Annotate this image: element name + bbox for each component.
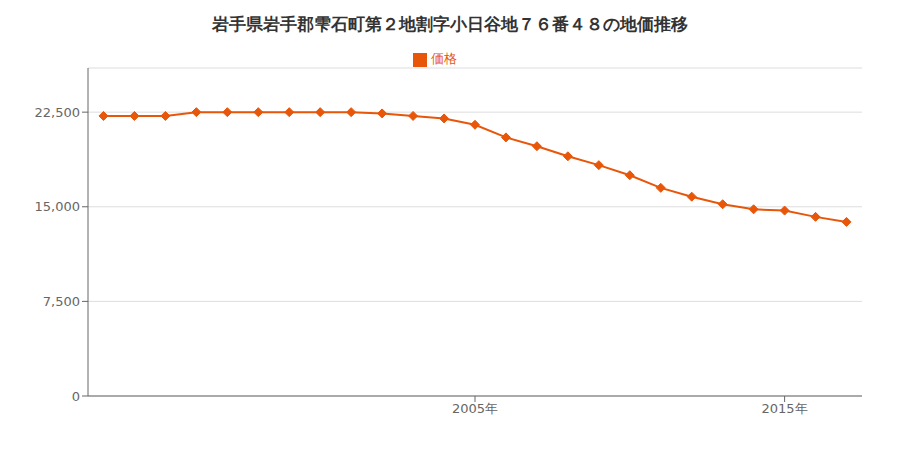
html-text:価格: 価格 (431, 51, 457, 66)
svg-text:2005年: 2005年 (452, 401, 498, 416)
svg-text:2015年: 2015年 (762, 401, 808, 416)
svg-text:7,500: 7,500 (43, 294, 80, 309)
svg-text:0: 0 (72, 389, 80, 404)
svg-text:15,000: 15,000 (35, 199, 81, 214)
html-text:岩手県岩手郡雫石町第２地割字小日谷地７６番４８の地価推移: 岩手県岩手郡雫石町第２地割字小日谷地７６番４８の地価推移 (212, 14, 688, 34)
svg-text:22,500: 22,500 (35, 105, 81, 120)
